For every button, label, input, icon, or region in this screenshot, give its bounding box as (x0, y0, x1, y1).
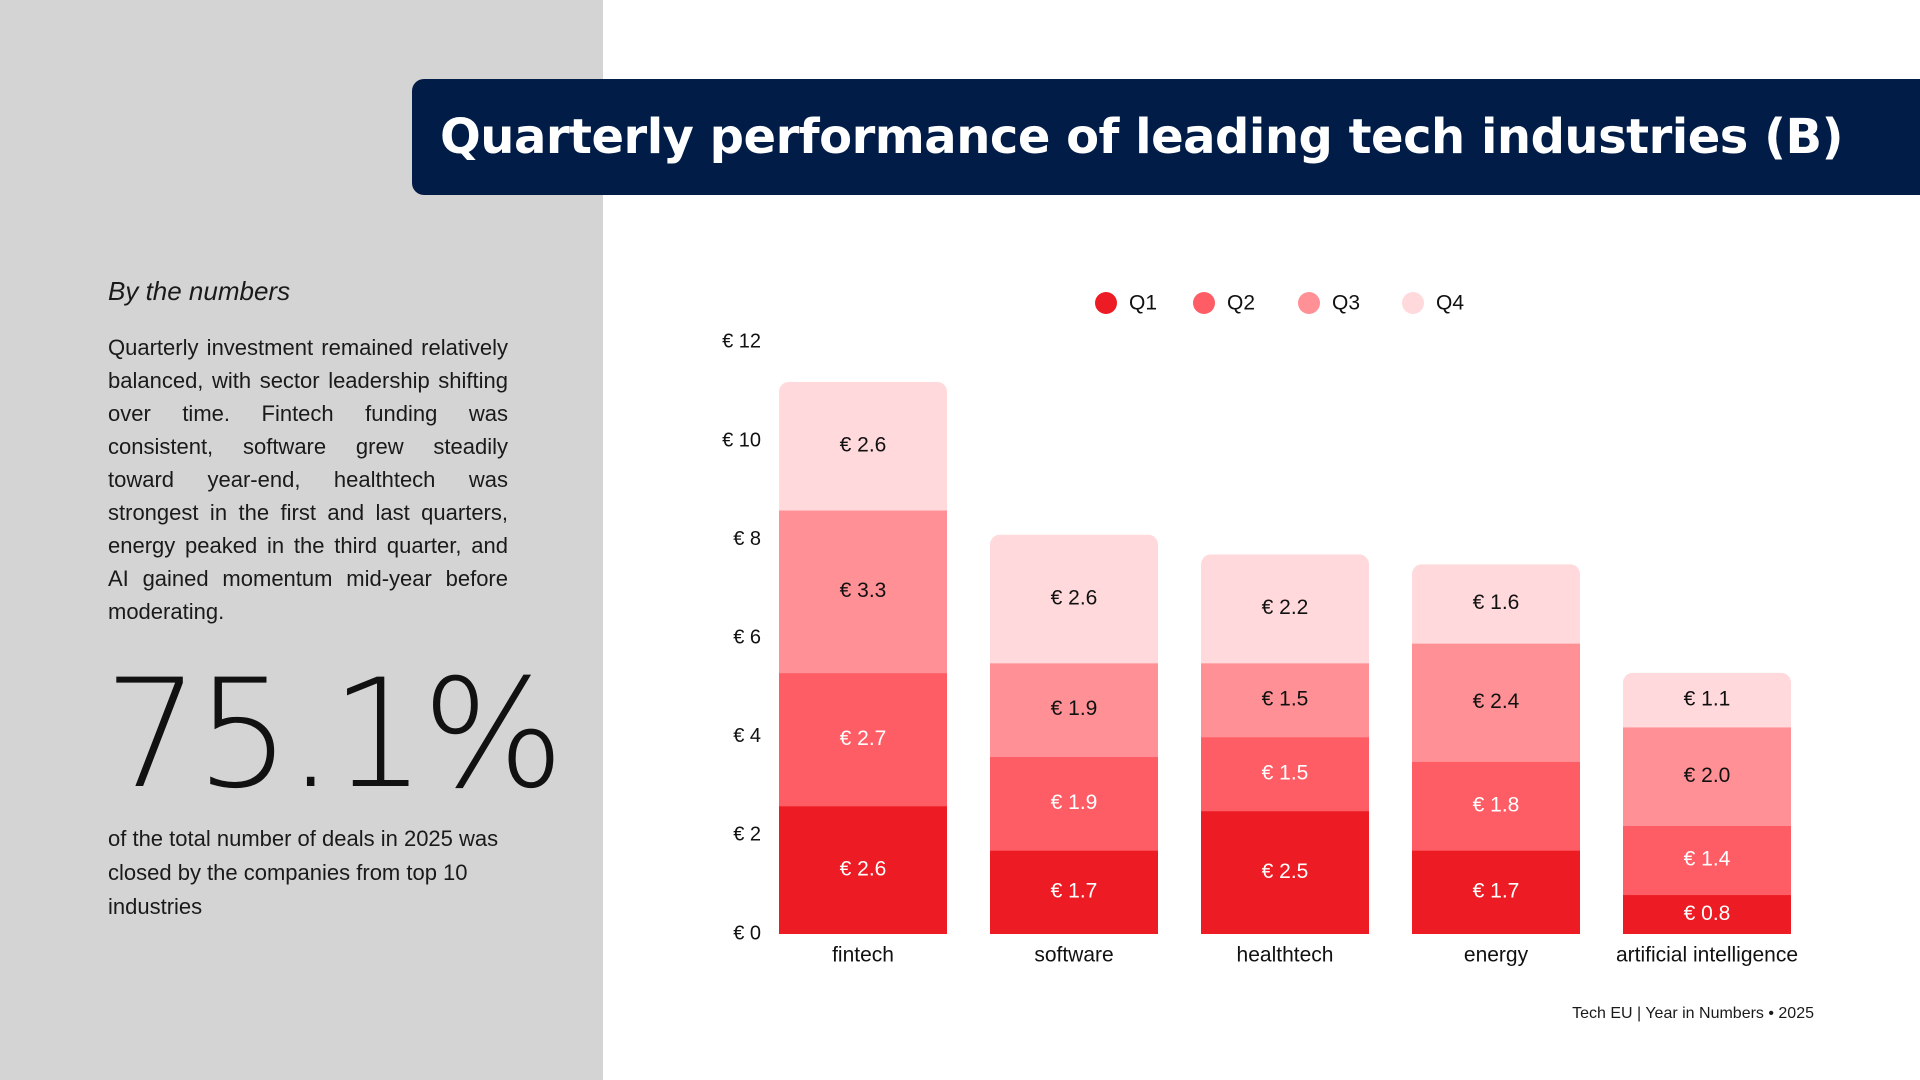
bar-segment-healthtech-q4 (1201, 554, 1369, 664)
x-tick-label: healthtech (1237, 944, 1334, 967)
bar-segment-software-q3 (990, 662, 1158, 758)
y-tick-label: € 4 (733, 725, 761, 747)
data-label: € 2.2 (1262, 596, 1309, 619)
bar-segment-software-q2 (990, 756, 1158, 851)
sidebar-body-text: Quarterly investment remained relatively… (108, 335, 508, 624)
legend-swatch-q3 (1298, 292, 1320, 314)
bar-segment-software-q4 (990, 534, 1158, 664)
bar-segment-artificial-intelligence-q1 (1623, 894, 1791, 934)
data-label: € 2.5 (1262, 860, 1309, 883)
stat-caption: of the total number of deals in 2025 was… (108, 826, 499, 919)
sidebar-subheading: By the numbers (108, 276, 291, 306)
legend-label-q1: Q1 (1129, 292, 1157, 315)
bar-segment-fintech-q2 (779, 672, 947, 807)
bar-segment-fintech-q4 (779, 381, 947, 511)
data-label: € 0.8 (1684, 902, 1731, 925)
legend-label-q4: Q4 (1436, 292, 1464, 315)
bar-segment-energy-q1 (1412, 850, 1580, 934)
title-banner: Quarterly performance of leading tech in… (412, 79, 1920, 195)
data-label: € 1.4 (1684, 848, 1731, 871)
data-label: € 2.7 (840, 727, 887, 750)
bar-segment-fintech-q3 (779, 510, 947, 674)
page-title: Quarterly performance of leading tech in… (440, 109, 1844, 165)
legend-swatch-q2 (1193, 292, 1215, 314)
stat-value: 75.1% (104, 648, 565, 822)
bar-segment-energy-q3 (1412, 643, 1580, 762)
bar-segment-artificial-intelligence-q3 (1623, 726, 1791, 827)
bar-segment-healthtech-q2 (1201, 736, 1369, 812)
stacked-bar-chart: € 0 € 2 € 4 € 6 € 8 € 10 € 12 € 2.6 € 2.7 € 3.3 € … (722, 292, 1798, 967)
data-label: € 1.5 (1262, 761, 1309, 784)
bar-segment-healthtech-q3 (1201, 662, 1369, 738)
legend-swatch-q4 (1402, 292, 1424, 314)
x-tick-label: fintech (832, 944, 894, 967)
x-tick-label: energy (1464, 944, 1529, 967)
data-label: € 1.7 (1051, 880, 1098, 903)
data-label: € 1.7 (1473, 880, 1520, 903)
data-label: € 1.9 (1051, 791, 1098, 814)
data-label: € 1.8 (1473, 793, 1520, 816)
legend-swatch-q1 (1095, 292, 1117, 314)
bar-segment-healthtech-q1 (1201, 810, 1369, 934)
data-label: € 3.3 (840, 579, 887, 602)
data-label: € 1.5 (1262, 687, 1309, 710)
data-label: € 2.0 (1684, 764, 1731, 787)
y-tick-label: € 10 (722, 429, 761, 451)
data-label: € 2.6 (1051, 586, 1098, 609)
bar-segment-energy-q2 (1412, 761, 1580, 851)
legend-label-q2: Q2 (1227, 292, 1255, 315)
legend-label-q3: Q3 (1332, 292, 1360, 315)
y-tick-label: € 6 (733, 626, 761, 648)
data-label: € 1.9 (1051, 697, 1098, 720)
x-tick-label: artificial intelligence (1616, 944, 1798, 967)
bar-segment-fintech-q1 (779, 805, 947, 934)
footer-credit: Tech EU | Year in Numbers • 2025 (1572, 1005, 1814, 1022)
data-label: € 2.6 (840, 433, 887, 456)
bar-segment-artificial-intelligence-q2 (1623, 825, 1791, 896)
x-tick-label: software (1034, 944, 1113, 967)
y-tick-label: € 12 (722, 331, 761, 353)
y-tick-label: € 2 (733, 824, 761, 846)
bar-segment-artificial-intelligence-q4 (1623, 672, 1791, 728)
data-label: € 2.6 (840, 857, 887, 880)
bar-segment-software-q1 (990, 850, 1158, 934)
data-label: € 2.4 (1473, 690, 1520, 713)
data-label: € 1.6 (1473, 591, 1520, 614)
y-tick-label: € 8 (733, 528, 761, 550)
bar-segment-energy-q4 (1412, 564, 1580, 644)
y-tick-label: € 0 (733, 922, 761, 944)
data-label: € 1.1 (1684, 687, 1731, 710)
